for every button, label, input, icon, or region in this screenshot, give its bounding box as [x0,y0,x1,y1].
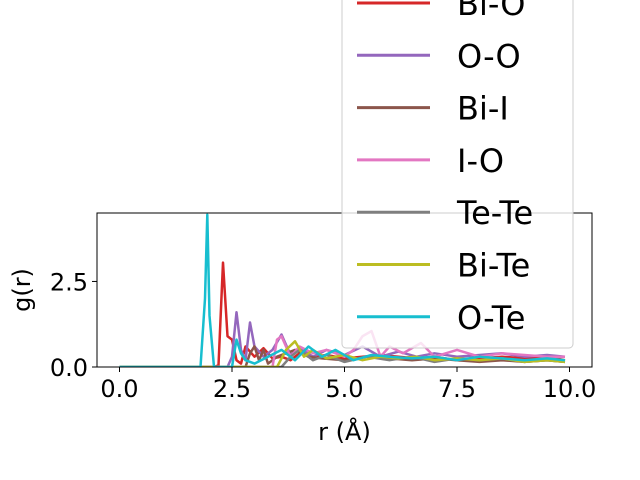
legend-label: Bi-O [457,0,525,23]
legend-item: Bi-Te [357,247,530,285]
legend-item: Te-Te [357,194,533,232]
series-line-o-te [119,213,566,367]
x-tick-label: 2.5 [213,375,251,403]
x-axis-label: r (Å) [318,417,371,446]
x-tick-label: 7.5 [438,375,476,403]
legend-label: Bi-I [457,90,509,128]
legend-label: Bi-Te [457,247,530,285]
y-tick-label: 0.0 [50,354,88,382]
x-ticks: 0.0 2.5 5.0 7.5 10.0 [100,367,596,403]
legend-item: O-Te [357,299,525,337]
y-axis-label: g(r) [8,268,36,312]
series-layer [119,213,566,367]
x-tick-label: 5.0 [325,375,363,403]
series-line-bi-i [119,345,566,367]
y-tick-label: 2.5 [50,268,88,296]
legend-item: I-O [357,142,504,180]
legend-item: Bi-O [357,0,525,23]
legend: Bi-O O-O Bi-I I-O Te-Te Bi-Te O-Te [341,0,574,349]
legend-item: Bi-I [357,90,509,128]
x-tick-label: 10.0 [543,375,596,403]
legend-label: O-Te [457,299,525,337]
y-ticks: 0.0 2.5 [50,268,97,382]
legend-label: I-O [457,142,504,180]
legend-box [341,0,574,349]
legend-item: O-O [357,37,521,75]
legend-label: Te-Te [456,194,533,232]
x-tick-label: 0.0 [100,375,138,403]
legend-label: O-O [457,37,521,75]
